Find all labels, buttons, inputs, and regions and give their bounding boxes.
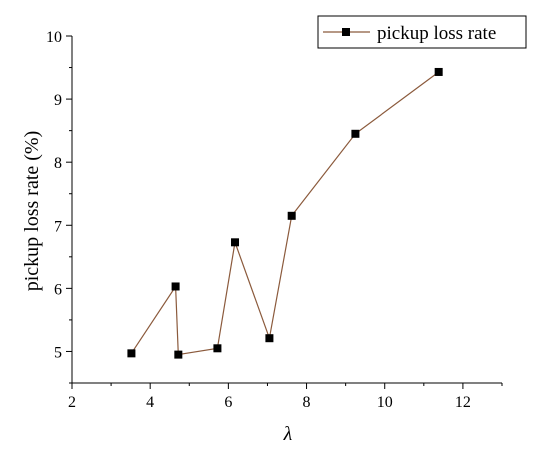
plot-frame bbox=[71, 36, 502, 384]
y-tick-label: 9 bbox=[54, 92, 62, 109]
data-point bbox=[287, 211, 296, 220]
data-point bbox=[351, 129, 360, 138]
x-tick-label: 12 bbox=[455, 394, 471, 411]
x-tick-label: 10 bbox=[377, 394, 393, 411]
legend-marker bbox=[342, 28, 350, 36]
y-axis-ticks: 5 6 7 8 9 10 bbox=[46, 29, 72, 384]
data-point bbox=[127, 349, 136, 358]
legend-label: pickup loss rate bbox=[377, 23, 496, 44]
data-point bbox=[171, 282, 180, 291]
x-axis-title: λ bbox=[283, 423, 293, 445]
y-tick-label: 8 bbox=[54, 155, 62, 172]
y-tick-label: 5 bbox=[54, 344, 62, 361]
y-tick-label: 7 bbox=[54, 218, 62, 235]
y-tick-label: 6 bbox=[54, 281, 62, 298]
series-line-group bbox=[130, 71, 440, 356]
data-point bbox=[213, 344, 222, 353]
data-point bbox=[434, 67, 443, 76]
data-point bbox=[174, 350, 183, 359]
x-axis-ticks: 2 4 6 8 10 12 bbox=[68, 383, 503, 411]
y-axis-title: pickup loss rate (%) bbox=[21, 131, 43, 292]
series-line bbox=[130, 71, 440, 356]
x-tick-label: 8 bbox=[303, 394, 311, 411]
series-points-group bbox=[127, 67, 443, 359]
legend: pickup loss rate bbox=[317, 15, 527, 49]
y-tick-label: 10 bbox=[46, 29, 62, 46]
data-point bbox=[265, 334, 274, 343]
data-point bbox=[231, 238, 240, 247]
x-tick-label: 4 bbox=[146, 394, 154, 411]
x-tick-label: 2 bbox=[68, 394, 76, 411]
x-tick-label: 6 bbox=[224, 394, 232, 411]
